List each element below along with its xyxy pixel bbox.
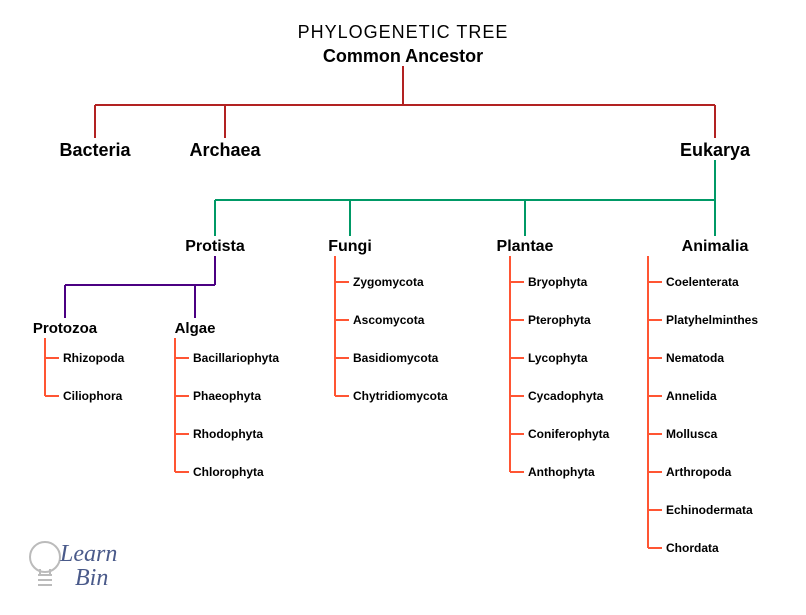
animalia-leaf: Annelida xyxy=(666,389,717,403)
kingdom-fungi: Fungi xyxy=(328,238,372,256)
domain-archaea: Archaea xyxy=(189,140,260,161)
tree-connectors xyxy=(0,0,806,615)
diagram-title: PHYLOGENETIC TREE xyxy=(0,22,806,43)
algae-leaf: Bacillariophyta xyxy=(193,351,279,365)
logo-text-2: Bin xyxy=(75,565,108,592)
domain-eukarya: Eukarya xyxy=(680,140,750,161)
fungi-leaf: Chytridiomycota xyxy=(353,389,448,403)
animalia-leaf: Mollusca xyxy=(666,427,717,441)
kingdom-protista: Protista xyxy=(185,238,245,256)
root-node: Common Ancestor xyxy=(323,46,483,67)
plantae-leaf: Pterophyta xyxy=(528,313,591,327)
fungi-leaf: Basidiomycota xyxy=(353,351,438,365)
plantae-leaf: Cycadophyta xyxy=(528,389,603,403)
animalia-leaf: Echinodermata xyxy=(666,503,753,517)
animalia-leaf: Chordata xyxy=(666,541,719,555)
algae-leaf: Rhodophyta xyxy=(193,427,263,441)
plantae-leaf: Anthophyta xyxy=(528,465,595,479)
algae-leaf: Chlorophyta xyxy=(193,465,264,479)
animalia-leaf: Coelenterata xyxy=(666,275,739,289)
fungi-leaf: Ascomycota xyxy=(353,313,424,327)
animalia-leaf: Arthropoda xyxy=(666,465,731,479)
plantae-leaf: Coniferophyta xyxy=(528,427,609,441)
animalia-leaf: Nematoda xyxy=(666,351,724,365)
kingdom-plantae: Plantae xyxy=(497,238,554,256)
animalia-leaf: Platyhelminthes xyxy=(666,313,758,327)
plantae-leaf: Bryophyta xyxy=(528,275,587,289)
logo-text-1: Learn xyxy=(60,541,117,568)
logo: Learn Bin xyxy=(20,535,140,595)
fungi-leaf: Zygomycota xyxy=(353,275,424,289)
protista-algae: Algae xyxy=(175,320,216,337)
protozoa-leaf: Ciliophora xyxy=(63,389,122,403)
protista-protozoa: Protozoa xyxy=(33,320,97,337)
plantae-leaf: Lycophyta xyxy=(528,351,588,365)
protozoa-leaf: Rhizopoda xyxy=(63,351,124,365)
kingdom-animalia: Animalia xyxy=(682,238,749,256)
domain-bacteria: Bacteria xyxy=(59,140,130,161)
algae-leaf: Phaeophyta xyxy=(193,389,261,403)
